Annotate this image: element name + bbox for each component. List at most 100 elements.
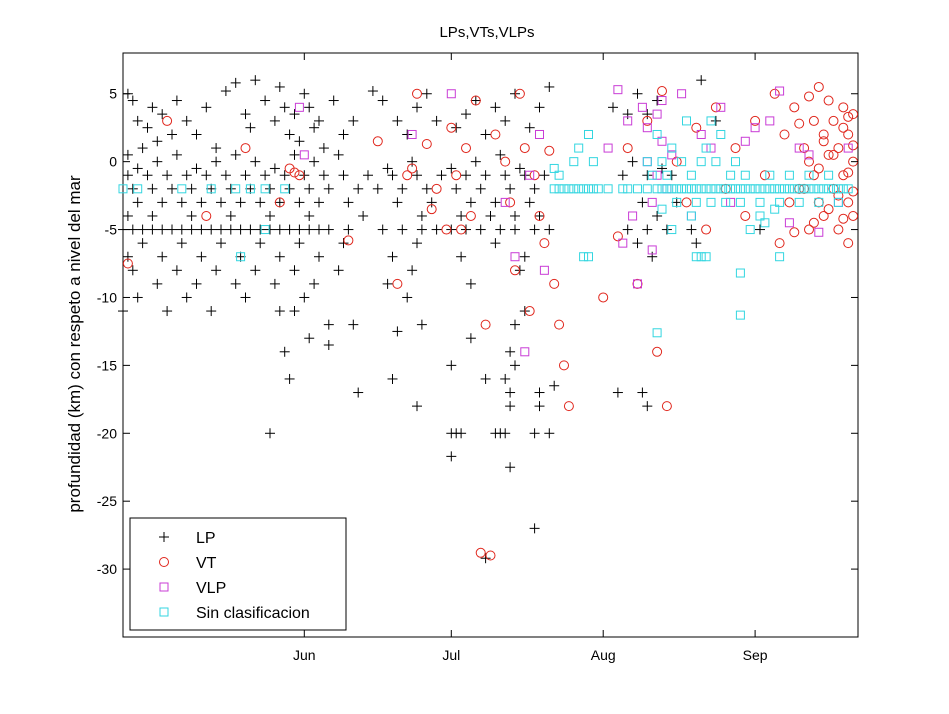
- lp-point: [147, 183, 158, 194]
- vt-point: [740, 210, 751, 221]
- lp-point: [608, 102, 618, 113]
- sin-clasificacion-point: [672, 197, 682, 207]
- vlp-point: [294, 102, 304, 112]
- lp-point: [627, 156, 638, 167]
- lp-point: [465, 197, 476, 208]
- lp-point: [191, 278, 202, 289]
- sin-clasificacion-point: [755, 211, 765, 221]
- vt-point: [421, 138, 432, 149]
- sin-clasificacion-point: [740, 184, 750, 194]
- sin-clasificacion-point: [603, 184, 613, 194]
- lp-point: [265, 428, 275, 439]
- lp-point: [240, 170, 251, 181]
- lp-point: [299, 292, 310, 303]
- vlp-point: [603, 143, 613, 153]
- data-points: [118, 75, 859, 564]
- lp-point: [122, 170, 133, 181]
- sin-clasificacion-point: [755, 184, 765, 194]
- vt-point: [294, 170, 305, 181]
- lp-point: [220, 170, 231, 181]
- lp-point: [392, 326, 403, 337]
- vt-point: [446, 122, 457, 133]
- sin-clasificacion-point: [686, 211, 696, 221]
- lp-point: [230, 278, 241, 289]
- lp-point: [456, 251, 467, 262]
- sin-clasificacion-point: [740, 170, 750, 180]
- sin-clasificacion-point: [784, 170, 794, 180]
- sin-clasificacion-point: [716, 129, 726, 139]
- lp-point: [505, 387, 516, 398]
- lp-point: [534, 210, 545, 221]
- lp-point: [510, 360, 520, 371]
- lp-point: [617, 170, 628, 181]
- lp-point: [642, 224, 653, 235]
- vt-point: [823, 95, 834, 106]
- lp-point: [289, 149, 300, 160]
- lp-point: [372, 183, 383, 194]
- lp-point: [304, 102, 315, 113]
- lp-point: [216, 238, 226, 249]
- lp-point: [127, 183, 138, 194]
- lp-point: [294, 136, 305, 147]
- lp-point: [412, 238, 422, 249]
- lp-point: [323, 340, 334, 350]
- lp-point: [416, 210, 427, 221]
- sin-clasificacion-point: [775, 184, 785, 194]
- lp-point: [269, 163, 280, 174]
- lp-point: [495, 149, 506, 160]
- lp-point: [162, 170, 173, 181]
- lp-point: [147, 210, 158, 221]
- lp-point: [465, 278, 476, 289]
- vt-point: [534, 210, 545, 221]
- y-tick-label: 0: [109, 154, 117, 170]
- y-tick-label: 5: [109, 86, 117, 102]
- vlp-point: [613, 85, 623, 95]
- vlp-point: [696, 129, 706, 139]
- lp-point: [196, 251, 207, 262]
- lp-point: [500, 428, 511, 439]
- lp-point: [500, 170, 511, 181]
- vt-point: [642, 115, 653, 126]
- lp-point: [176, 224, 187, 235]
- vt-point: [833, 224, 844, 235]
- lp-point: [529, 224, 540, 235]
- lp-point: [500, 373, 511, 384]
- vt-point: [661, 401, 672, 412]
- vt-point: [529, 170, 540, 181]
- lp-point: [377, 95, 388, 106]
- lp-point: [475, 224, 486, 235]
- legend: LP VT VLP Sin clasificacion: [129, 517, 347, 631]
- vlp-point: [667, 150, 677, 160]
- legend-label-vlp: VLP: [196, 580, 226, 597]
- sin-clasificacion-point: [588, 157, 598, 167]
- vt-point: [818, 210, 829, 221]
- vt-point: [838, 102, 849, 113]
- vt-point: [372, 136, 383, 147]
- sin-clasificacion-point: [706, 116, 716, 126]
- lp-point: [382, 163, 393, 174]
- sin-clasificacion-point: [721, 184, 731, 194]
- sin-clasificacion-point: [760, 184, 770, 194]
- x-axis-ticks: Jun Jul Aug Sep: [293, 53, 768, 663]
- lp-point: [632, 88, 643, 99]
- sin-clasificacion-point: [569, 184, 579, 194]
- lp-point: [343, 224, 354, 235]
- lp-point: [132, 163, 143, 174]
- lp-point: [250, 265, 261, 276]
- vt-point: [769, 88, 780, 99]
- sin-clasificacion-point: [833, 197, 843, 207]
- sin-clasificacion-point: [711, 157, 721, 167]
- vlp-point: [765, 116, 775, 126]
- vlp-point: [843, 143, 853, 153]
- vt-point: [201, 210, 212, 221]
- sin-clasificacion-point: [696, 157, 706, 167]
- vt-point: [843, 197, 854, 208]
- sin-clasificacion-point: [696, 252, 706, 262]
- lp-point: [284, 224, 295, 235]
- sin-clasificacion-point: [716, 184, 726, 194]
- lp-point: [544, 428, 555, 439]
- lp-point: [318, 170, 329, 181]
- vt-point: [510, 265, 520, 276]
- lp-point: [421, 183, 432, 194]
- sin-clasificacion-point: [755, 197, 765, 207]
